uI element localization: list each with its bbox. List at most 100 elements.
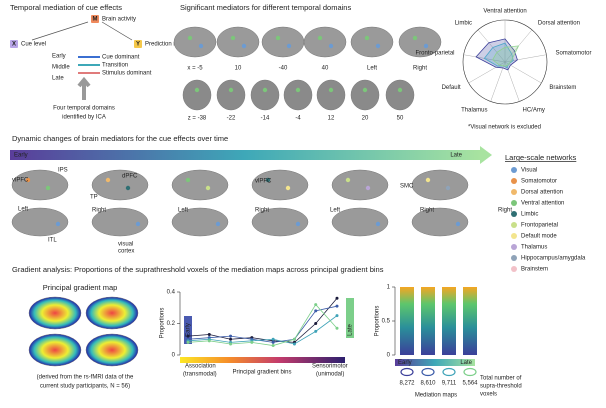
activation bbox=[215, 221, 221, 227]
point bbox=[229, 337, 233, 341]
point bbox=[207, 339, 211, 343]
activation bbox=[412, 35, 418, 41]
label: (derived from the rs-fMRI data of the bbox=[37, 375, 134, 381]
radar-axis bbox=[504, 54, 547, 63]
label: TP bbox=[90, 195, 98, 201]
legend-label: Brainstem bbox=[521, 267, 548, 273]
activation bbox=[362, 87, 368, 93]
legend-swatch bbox=[511, 222, 517, 228]
legend-label: Limbic bbox=[521, 212, 538, 218]
legend-swatch bbox=[511, 189, 517, 195]
label: -14 bbox=[261, 116, 270, 122]
point bbox=[229, 342, 233, 346]
activation bbox=[194, 87, 200, 93]
panel-title: Significant mediators for different temp… bbox=[180, 3, 351, 12]
brain bbox=[11, 207, 69, 237]
legend-swatch bbox=[511, 211, 517, 217]
legend-swatch bbox=[511, 178, 517, 184]
late-arrow bbox=[346, 298, 354, 338]
brain bbox=[251, 169, 309, 201]
node-box bbox=[91, 15, 99, 23]
label: Right bbox=[498, 208, 512, 214]
label: Transition bbox=[102, 63, 128, 69]
label: vlPFC bbox=[255, 179, 272, 185]
label: X bbox=[12, 42, 16, 48]
legend-label: Frontoparietal bbox=[521, 223, 558, 229]
x-tick-label: 8,610 bbox=[420, 381, 436, 387]
x-label: Principal gradient bins bbox=[232, 370, 291, 376]
label: identified by ICA bbox=[62, 115, 106, 121]
activation bbox=[455, 221, 461, 227]
radar-series bbox=[483, 42, 514, 69]
point bbox=[314, 303, 318, 307]
activation bbox=[241, 43, 247, 49]
brain bbox=[316, 79, 346, 111]
label: *Visual network is excluded bbox=[468, 125, 541, 131]
brain bbox=[331, 207, 389, 237]
brain bbox=[85, 333, 139, 367]
map-icon bbox=[463, 367, 477, 377]
label: 40 bbox=[322, 66, 329, 72]
radar-axis bbox=[490, 61, 506, 102]
time-arrow bbox=[480, 146, 492, 164]
brain bbox=[261, 26, 305, 58]
activation bbox=[295, 87, 301, 93]
bar bbox=[442, 287, 456, 355]
brain bbox=[11, 169, 69, 201]
brain bbox=[250, 79, 280, 111]
activation bbox=[135, 221, 141, 227]
axis-label: Thalamus bbox=[461, 108, 487, 114]
activation bbox=[445, 185, 451, 191]
legend-swatch bbox=[511, 266, 517, 272]
label: 50 bbox=[397, 116, 404, 122]
label: Stimulus dominant bbox=[102, 71, 152, 77]
point bbox=[229, 334, 233, 338]
label: Left bbox=[330, 208, 340, 214]
gradient-axis bbox=[180, 357, 345, 363]
label: SMC bbox=[400, 184, 414, 190]
legend-swatch bbox=[511, 255, 517, 261]
activation bbox=[286, 43, 292, 49]
map-icon bbox=[421, 367, 435, 377]
label: ITL bbox=[48, 238, 57, 244]
time-bar bbox=[10, 150, 480, 160]
brain bbox=[216, 26, 260, 58]
point bbox=[271, 337, 275, 341]
axis-label: Dorsal attention bbox=[538, 20, 580, 26]
label: -22 bbox=[227, 116, 236, 122]
label: Middle bbox=[52, 65, 70, 71]
brain bbox=[398, 26, 442, 58]
label: x = -5 bbox=[187, 66, 203, 72]
early-arrow bbox=[184, 316, 192, 344]
label: Brain activity bbox=[102, 17, 136, 23]
activation bbox=[105, 177, 111, 183]
y-tick-label: 0 bbox=[172, 353, 176, 359]
label: 10 bbox=[235, 66, 242, 72]
axis-label: Brainstem bbox=[549, 85, 576, 91]
label: Cue level bbox=[21, 42, 46, 48]
label: (transmodal) bbox=[183, 372, 217, 378]
label: z = -38 bbox=[188, 116, 207, 122]
axis-label: HC/Amy bbox=[523, 108, 545, 114]
brain bbox=[350, 26, 394, 58]
point bbox=[250, 340, 254, 344]
point bbox=[271, 340, 275, 344]
legend-swatch bbox=[511, 244, 517, 250]
label: Cue dominant bbox=[102, 55, 140, 61]
axis-label: Ventral attention bbox=[483, 8, 526, 14]
label: Late bbox=[52, 76, 64, 82]
activation bbox=[317, 35, 323, 41]
point bbox=[335, 304, 339, 308]
bar bbox=[463, 287, 477, 355]
label: Left bbox=[178, 208, 188, 214]
label: dPFC bbox=[122, 174, 138, 180]
activation bbox=[198, 43, 204, 49]
brain bbox=[171, 169, 229, 201]
brain bbox=[385, 79, 415, 111]
point bbox=[271, 344, 275, 348]
brain bbox=[85, 296, 139, 330]
activation bbox=[230, 35, 236, 41]
brain bbox=[91, 207, 149, 237]
map-icon bbox=[442, 367, 456, 377]
